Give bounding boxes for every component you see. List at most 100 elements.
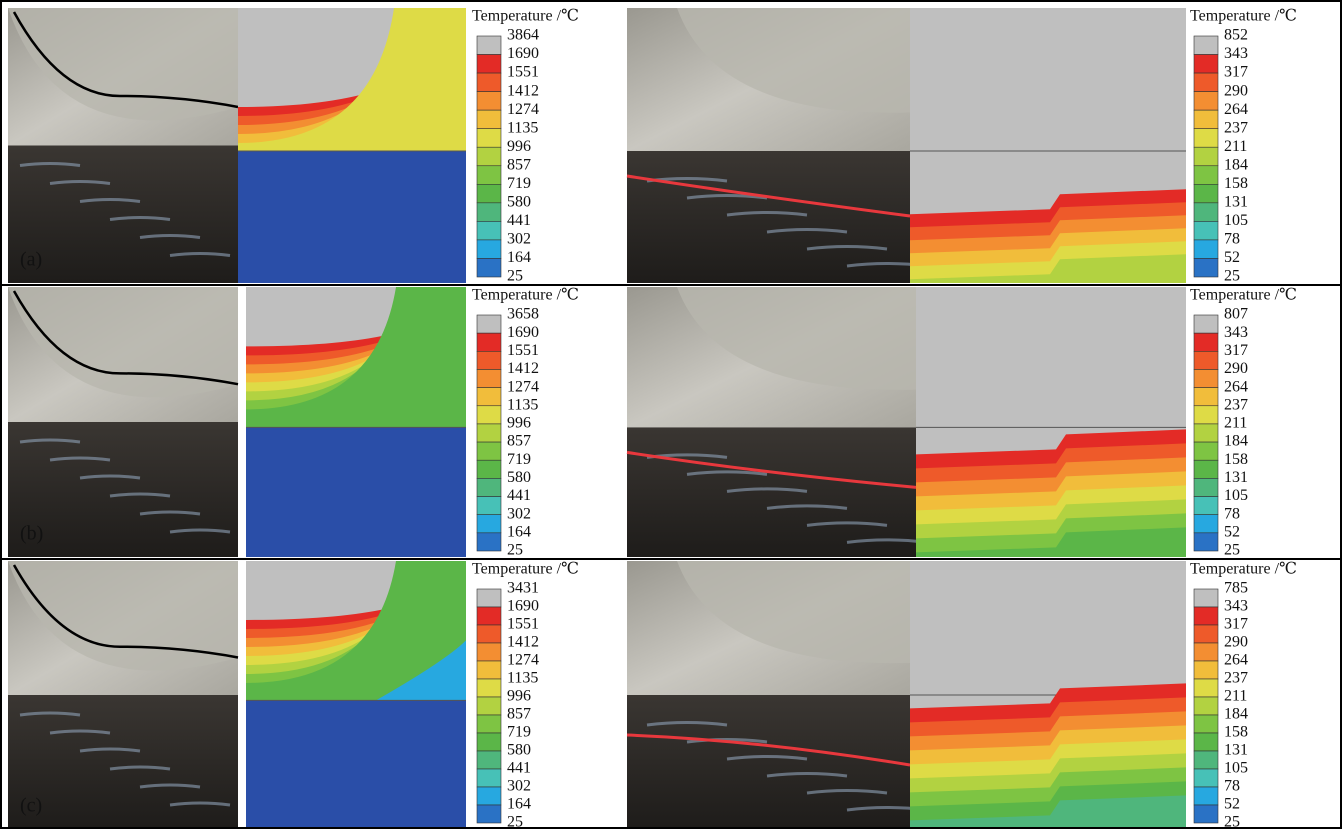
legend-swatch: [1194, 661, 1218, 679]
legend-level: 78: [1224, 505, 1240, 522]
legend-level: 164: [507, 524, 531, 541]
legend-level: 211: [1224, 415, 1247, 432]
legend-level: 1135: [507, 670, 538, 687]
legend-swatch: [477, 424, 501, 442]
legend-swatch: [1194, 315, 1218, 333]
panel-label: (c): [20, 795, 42, 817]
legend-swatch: [1194, 805, 1218, 823]
legend-swatch: [1194, 203, 1218, 222]
legend-swatch: [477, 221, 501, 240]
legend-level: 25: [1224, 542, 1240, 559]
legend-level: 857: [507, 433, 531, 450]
legend-swatch: [1194, 184, 1218, 203]
legend-level: 580: [507, 469, 531, 486]
legend-swatch: [1194, 679, 1218, 697]
legend-swatch: [1194, 406, 1218, 424]
legend-swatch: [477, 679, 501, 697]
legend-swatch: [477, 697, 501, 715]
legend-swatch: [477, 388, 501, 406]
legend-swatch: [477, 787, 501, 805]
legend-level: 441: [507, 487, 531, 504]
legend-swatch: [477, 643, 501, 661]
figure: (a)Temperature /℃38641690155114121274113…: [0, 0, 1342, 829]
legend-level: 131: [1224, 742, 1248, 759]
legend-level: 237: [1224, 670, 1248, 687]
legend-level: 852: [1224, 27, 1248, 44]
legend-level: 996: [507, 138, 531, 155]
legend-swatch: [1194, 497, 1218, 515]
legend-level: 343: [1224, 598, 1248, 615]
legend-level: 158: [1224, 451, 1248, 468]
legend-level: 237: [1224, 119, 1248, 136]
legend-swatch: [477, 515, 501, 533]
legend-swatch: [477, 203, 501, 222]
legend-level: 580: [507, 742, 531, 759]
legend-swatch: [1194, 258, 1218, 277]
legend-swatch: [1194, 147, 1218, 166]
legend-level: 441: [507, 760, 531, 777]
legend-swatch: [477, 715, 501, 733]
legend-level: 719: [507, 175, 531, 192]
legend-level: 1551: [507, 616, 539, 633]
legend-swatch: [477, 625, 501, 643]
legend-swatch: [477, 607, 501, 625]
panel-label: (a): [20, 249, 42, 271]
legend-swatch: [1194, 110, 1218, 129]
legend-level: 25: [507, 814, 523, 829]
legend-level: 184: [1224, 156, 1248, 173]
legend-level: 290: [1224, 634, 1248, 651]
legend-swatch: [477, 533, 501, 551]
legend-level: 211: [1224, 688, 1247, 705]
legend-title: Temperature /℃: [1190, 561, 1297, 578]
legend-swatch: [1194, 333, 1218, 351]
legend-swatch: [477, 351, 501, 369]
legend-level: 105: [1224, 212, 1248, 229]
contour-substrate: [246, 427, 466, 557]
legend-swatch: [477, 497, 501, 515]
legend-level: 996: [507, 415, 531, 432]
legend-level: 1412: [507, 360, 539, 377]
legend-swatch: [477, 147, 501, 166]
legend-level: 719: [507, 724, 531, 741]
legend-level: 317: [1224, 342, 1248, 359]
legend-swatch: [477, 129, 501, 148]
legend-level: 184: [1224, 433, 1248, 450]
legend-level: 237: [1224, 396, 1248, 413]
legend-level: 52: [1224, 249, 1240, 266]
legend-swatch: [1194, 751, 1218, 769]
legend-level: 1690: [507, 598, 539, 615]
legend-swatch: [477, 240, 501, 259]
legend-swatch: [477, 589, 501, 607]
legend-swatch: [477, 333, 501, 351]
legend-swatch: [1194, 733, 1218, 751]
legend-level: 211: [1224, 138, 1247, 155]
legend-level: 807: [1224, 306, 1248, 323]
legend-level: 105: [1224, 760, 1248, 777]
legend-swatch: [477, 406, 501, 424]
legend-swatch: [1194, 73, 1218, 92]
legend-level: 1274: [507, 652, 539, 669]
legend-swatch: [1194, 589, 1218, 607]
legend-level: 302: [507, 231, 531, 248]
legend-level: 25: [507, 542, 523, 559]
legend-level: 78: [1224, 231, 1240, 248]
legend-level: 1690: [507, 45, 539, 62]
legend-level: 52: [1224, 796, 1240, 813]
legend-level: 317: [1224, 64, 1248, 81]
contour-substrate: [246, 700, 466, 829]
legend-swatch: [1194, 625, 1218, 643]
legend-level: 1690: [507, 324, 539, 341]
legend-level: 184: [1224, 706, 1248, 723]
legend-swatch: [477, 369, 501, 387]
legend-swatch: [477, 478, 501, 496]
legend-swatch: [477, 73, 501, 92]
legend-level: 343: [1224, 45, 1248, 62]
legend-title: Temperature /℃: [472, 561, 579, 578]
legend-level: 1412: [507, 82, 539, 99]
legend-swatch: [1194, 515, 1218, 533]
legend-swatch: [1194, 607, 1218, 625]
legend-swatch: [477, 184, 501, 203]
legend-level: 302: [507, 505, 531, 522]
legend-swatch: [477, 315, 501, 333]
legend-swatch: [477, 110, 501, 129]
